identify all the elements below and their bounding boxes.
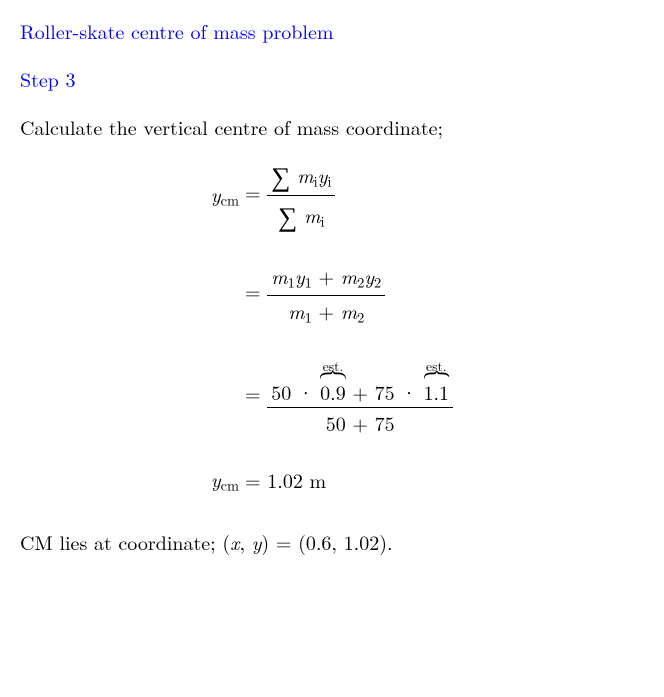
eq2-ny1s: 1 [305,273,312,293]
eq2-rhs: = m1y1 + m2y2 m1 + m2 [245,263,453,327]
equation-align: ycm = ∑ miyi ∑ mi = m1y1 + m2y2 [20,158,644,495]
final-line: CM lies at coordinate; (x, y) = (0.6, 1.… [20,529,644,555]
eq2-nm1s: 1 [288,273,295,293]
eq3-frac: 50 · est. 0.9 + 75 · est. 1.1 [267,357,453,436]
eq4-eq: = [245,465,267,494]
eq2-dm2: m [341,296,357,325]
eq2-dm2s: 2 [357,307,364,327]
eq1-lhs: ycm [211,181,239,210]
final-y: y [252,527,262,556]
overbrace-icon [424,371,450,379]
eq1-frac: ∑ miyi ∑ mi [267,158,335,233]
eq1-sub: cm [221,191,239,211]
overbrace-1: est. 0.9 [320,357,346,405]
eq1-num-m: m [297,160,313,189]
eq3-rhs: = 50 · est. 0.9 + 75 · est. 1.1 [245,357,453,436]
overbrace-icon [320,371,346,379]
eq1-eq: = [245,177,267,206]
intro-text: Calculate the vertical centre of mass co… [20,114,644,140]
sum-icon: ∑ [271,158,290,193]
eq2-dm1s: 1 [305,307,312,327]
eq1-num-y: y [318,160,328,189]
eq1-var: y [211,179,221,208]
step-label: Step 3 [20,66,644,92]
eq3-den: 50 + 75 [267,408,453,436]
eq2-frac: m1y1 + m2y2 m1 + m2 [267,263,385,327]
eq2-nm1: m [271,261,287,290]
eq4-var: y [211,464,221,493]
eq3-n-b: + 75 · [346,377,424,406]
problem-title: Roller-skate centre of mass problem [20,18,644,44]
eq1-num-yi: i [327,171,331,191]
eq2-dm1: m [288,296,304,325]
eq1-rhs: = ∑ miyi ∑ mi [245,158,453,233]
eq2-ny2: y [364,261,374,290]
eq4-lhs: ycm [211,466,239,495]
overbrace-2: est. 1.1 [424,357,450,405]
eq2-plus1: + [312,261,341,290]
eq1-den-m: m [304,200,320,229]
eq2-ny2s: 2 [374,273,381,293]
eq2-ny1: y [295,261,305,290]
eq3-n-a: 50 · [271,377,320,406]
final-b: ) = (0.6, 1.02). [261,527,392,556]
eq2-nm2: m [341,261,357,290]
ob2-val: 1.1 [424,377,450,406]
eq1-den-mi: i [320,211,324,231]
final-c1: , [239,527,251,556]
eq4-rhs: = 1.02 m [245,467,453,493]
eq4-sub: cm [221,475,239,495]
sum-icon: ∑ [278,198,297,233]
ob1-val: 0.9 [320,377,346,406]
eq4-val: 1.02 m [267,465,326,494]
eq2-plus2: + [312,296,341,325]
eq3-eq: = [245,378,267,407]
final-a: CM lies at coordinate; ( [20,527,230,556]
eq2-eq: = [245,276,267,305]
